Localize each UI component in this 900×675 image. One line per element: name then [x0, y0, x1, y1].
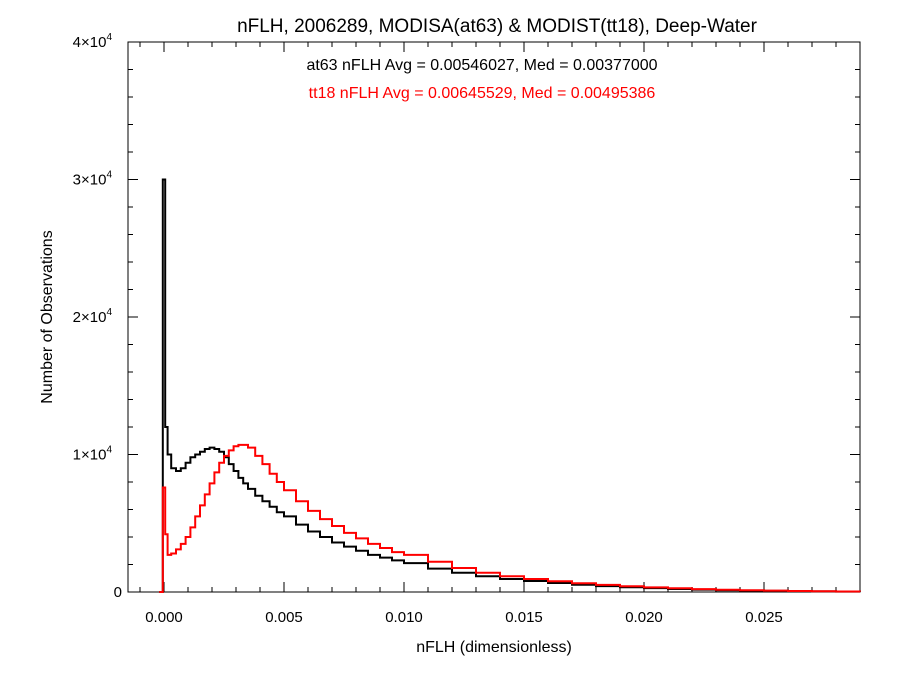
y-tick-label: 0 [114, 584, 122, 601]
chart-title: nFLH, 2006289, MODISA(at63) & MODIST(tt1… [237, 16, 758, 37]
x-tick-label: 0.000 [145, 609, 183, 626]
x-tick-label: 0.005 [265, 609, 303, 626]
y-tick-label: 3×104 [73, 170, 113, 189]
y-tick-label: 4×104 [73, 32, 113, 51]
x-tick-label: 0.020 [625, 609, 663, 626]
plot-area: 0.000 0.005 0.010 0.015 0.020 0.025 0 1×104 2×10… [73, 32, 861, 626]
x-tick-label: 0.025 [745, 609, 783, 626]
y-axis-label: Number of Observations [39, 230, 56, 403]
x-axis-label: nFLH (dimensionless) [416, 639, 572, 656]
at63-stats-annotation: at63 nFLH Avg = 0.00546027, Med = 0.0037… [306, 57, 657, 74]
tt18-stats-annotation: tt18 nFLH Avg = 0.00645529, Med = 0.0049… [309, 85, 656, 102]
x-tick-label: 0.010 [385, 609, 423, 626]
at63-histogram-line [159, 178, 861, 593]
tt18-histogram-line [159, 443, 861, 593]
y-tick-label: 1×104 [73, 445, 113, 464]
y-tick-label: 2×104 [73, 307, 113, 326]
series-layer [159, 178, 861, 593]
axis-ticks: 0.000 0.005 0.010 0.015 0.020 0.025 0 1×104 2×10… [73, 32, 861, 626]
plot-frame [127, 41, 861, 593]
stat-annotations: at63 nFLH Avg = 0.00546027, Med = 0.0037… [306, 57, 657, 102]
x-tick-label: 0.015 [505, 609, 543, 626]
